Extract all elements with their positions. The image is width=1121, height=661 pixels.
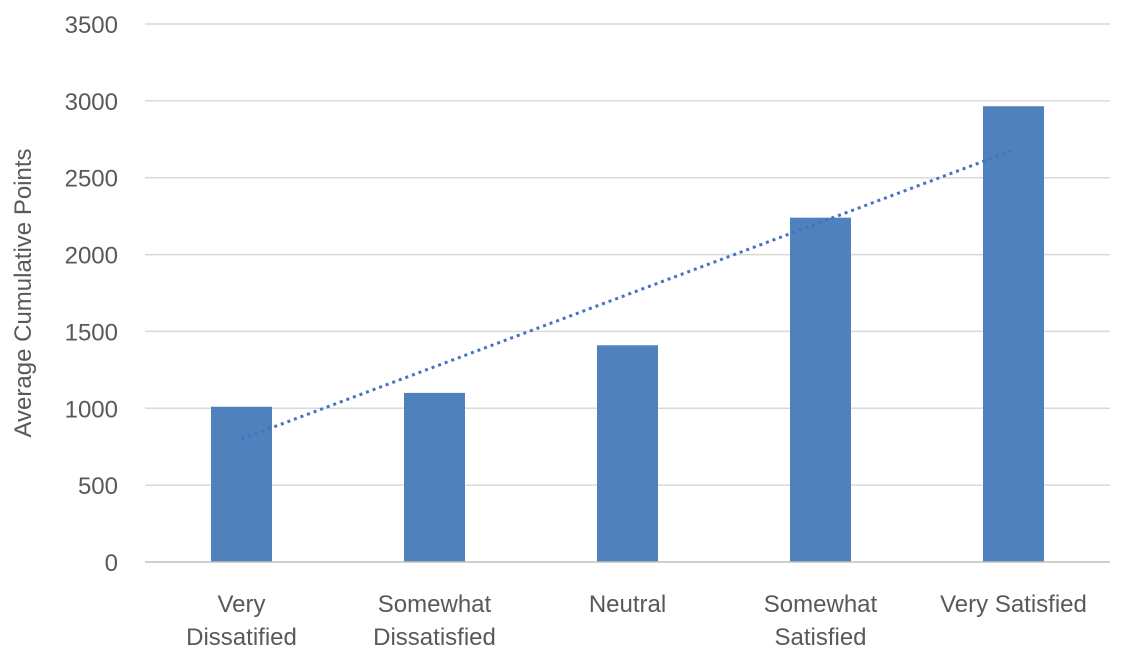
y-axis-title: Average Cumulative Points: [10, 148, 37, 437]
x-category-label-line: Satisfied: [774, 624, 866, 651]
labels: Average Cumulative Points 0 500 1000 1500 20…: [10, 12, 1087, 651]
x-category-label: Somewhat Satisfied: [764, 591, 878, 651]
trendline-layer: [240, 148, 1015, 441]
bar: [597, 345, 658, 562]
x-category-label: Somewhat Dissatisfied: [373, 591, 496, 651]
bars: [211, 106, 1044, 562]
trendline: [240, 148, 1015, 441]
bar: [790, 217, 851, 562]
bar: [983, 106, 1044, 562]
y-tick-label: 2000: [65, 243, 118, 270]
x-category-label-line: Somewhat: [378, 591, 492, 618]
gridlines: [145, 23, 1110, 486]
x-category-label-line: Somewhat: [764, 591, 878, 618]
y-tick-label: 2500: [65, 166, 118, 193]
x-category-label-line: Dissatisfied: [373, 624, 496, 651]
x-category-label-line: Neutral: [589, 591, 666, 618]
x-category-label: Neutral: [589, 591, 666, 618]
x-category-label-line: Very Satisfied: [940, 591, 1087, 618]
y-tick-label: 500: [78, 473, 118, 500]
y-tick-label: 3500: [65, 12, 118, 39]
y-tick-label: 1500: [65, 319, 118, 346]
x-category-label-line: Very: [217, 591, 265, 618]
x-category-label: Very Satisfied: [940, 591, 1087, 618]
y-tick-label: 3000: [65, 89, 118, 116]
y-tick-label: 1000: [65, 396, 118, 423]
x-category-label: Very Dissatified: [186, 591, 297, 651]
y-tick-label: 0: [105, 550, 118, 577]
bar: [404, 392, 465, 562]
x-category-label-line: Dissatified: [186, 624, 297, 651]
